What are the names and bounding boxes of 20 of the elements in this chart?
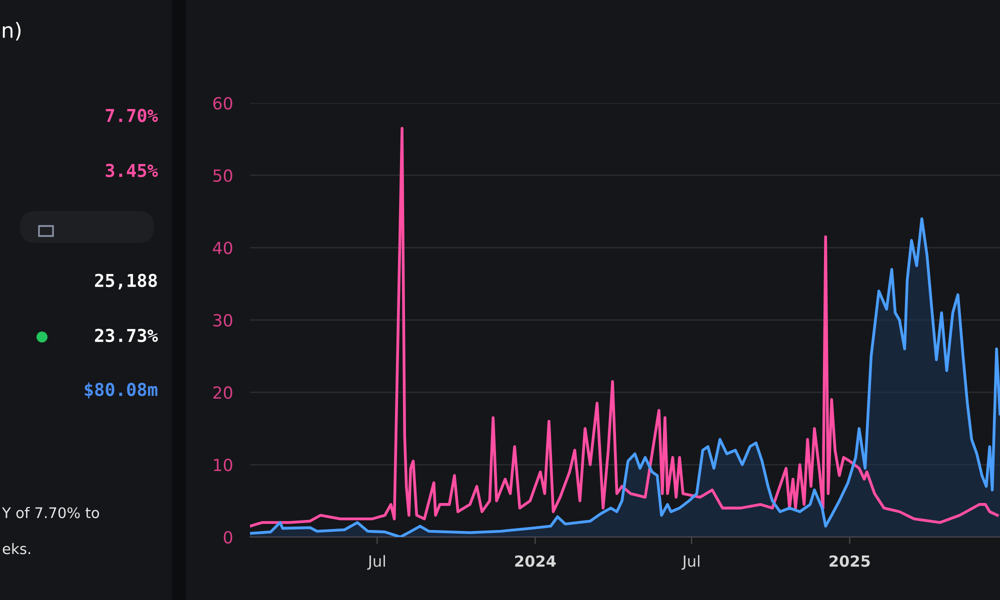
- text: n): [2, 22, 21, 40]
- y-tick-label: 30: [213, 314, 232, 327]
- text: Y of 7.70% to: [2, 506, 100, 518]
- text: 25,188: [95, 274, 157, 290]
- y-tick-label: 20: [213, 386, 232, 399]
- text: 23.73%: [95, 328, 158, 342]
- x-tick-label: 2025: [830, 555, 870, 567]
- text: 3.45%: [106, 164, 158, 178]
- line-series: [250, 126, 999, 528]
- x-tick-label: 2024: [515, 555, 556, 567]
- y-tick-label: 10: [214, 458, 232, 472]
- y-tick-label: 40: [212, 242, 232, 254]
- y-tick-label: 60: [213, 96, 232, 110]
- y-tick-label: 0: [224, 530, 232, 544]
- text: eks.: [2, 542, 30, 554]
- x-tick-label: Jul: [682, 555, 700, 570]
- text: 7.70%: [106, 108, 158, 122]
- text: $80.08m: [84, 382, 158, 398]
- y-tick-label: 50: [213, 169, 232, 182]
- x-tick-label: Jul: [367, 555, 385, 570]
